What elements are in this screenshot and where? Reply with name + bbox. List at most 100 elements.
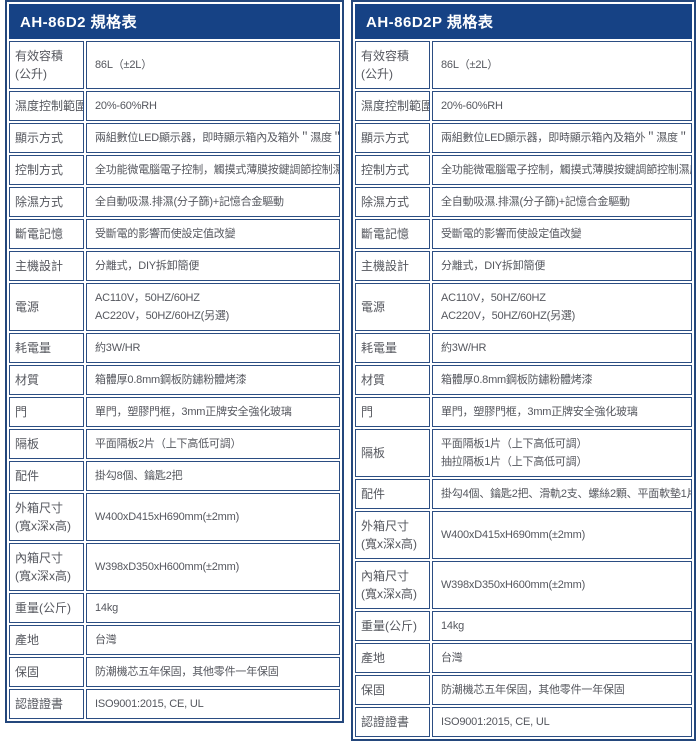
spec-label-line: 門 <box>361 405 374 419</box>
spec-value-line: 箱體厚0.8mm鋼板防鏽粉體烤漆 <box>95 374 247 386</box>
spec-table-ah-86d2p: AH-86D2P 規格表 有效容積 (公升) 86L（±2L） 濕度控制範圍 20%-6… <box>351 0 696 741</box>
spec-value-line: 平面隔板1片（上下高低可調） <box>441 438 588 450</box>
spec-label: 隔板 <box>9 429 84 459</box>
spec-label-line: 濕度控制範圍 <box>361 99 430 113</box>
spec-value-line: 全自動吸濕.排濕(分子篩)+記憶合金驅動 <box>441 196 630 208</box>
spec-label-line: 有效容積 <box>361 49 410 63</box>
spec-label-line: 配件 <box>15 469 40 483</box>
spec-label: 產地 <box>9 625 84 655</box>
spec-label-line: 認證證書 <box>15 697 64 711</box>
spec-label-line: (公升) <box>361 67 393 81</box>
spec-value-line: 兩組數位LED顯示器，即時顯示箱內及箱外＂濕度＂ <box>95 132 340 144</box>
spec-value-line: ISO9001:2015, CE, UL <box>95 698 204 710</box>
table-row: 控制方式 全功能微電腦電子控制，觸摸式薄膜按鍵調節控制濕度 <box>9 155 340 185</box>
spec-value: 防潮機芯五年保固，其他零件一年保固 <box>432 675 692 705</box>
spec-value: 掛勾4個、鑰匙2把、滑軌2支、螺絲2顆、平面軟墊1片 <box>432 479 692 509</box>
spec-label: 顯示方式 <box>355 123 430 153</box>
spec-value: 14kg <box>86 593 340 623</box>
spec-table-ah-86d2: AH-86D2 規格表 有效容積 (公升) 86L（±2L） 濕度控制範圍 20%-60… <box>5 0 344 723</box>
table-row: 斷電記憶 受斷電的影響而使設定值改變 <box>9 219 340 249</box>
spec-value-line: AC220V，50HZ/60HZ(另選) <box>95 310 230 322</box>
spec-value-line: 86L（±2L） <box>95 59 153 71</box>
table-row: 材質 箱體厚0.8mm鋼板防鏽粉體烤漆 <box>9 365 340 395</box>
spec-label-line: (寬x深x高) <box>361 587 417 601</box>
spec-label: 外箱尺寸 (寬x深x高) <box>9 493 84 541</box>
spec-label-line: 斷電記憶 <box>15 227 64 241</box>
spec-label-line: 主機設計 <box>361 259 410 273</box>
spec-value-line: AC110V，50HZ/60HZ <box>441 292 546 304</box>
table-row: 材質 箱體厚0.8mm鋼板防鏽粉體烤漆 <box>355 365 692 395</box>
spec-value: 平面隔板2片（上下高低可調） <box>86 429 340 459</box>
table-title: AH-86D2P 規格表 <box>355 4 692 39</box>
spec-value: 掛勾8個、鑰匙2把 <box>86 461 340 491</box>
spec-value-line: 掛勾8個、鑰匙2把 <box>95 470 183 482</box>
spec-value-line: 掛勾4個、鑰匙2把、滑軌2支、螺絲2顆、平面軟墊1片 <box>441 488 692 500</box>
table-row: 保固 防潮機芯五年保固，其他零件一年保固 <box>9 657 340 687</box>
table-row: 產地 台灣 <box>9 625 340 655</box>
spec-label: 外箱尺寸 (寬x深x高) <box>355 511 430 559</box>
spec-value-line: 全功能微電腦電子控制，觸摸式薄膜按鍵調節控制濕度 <box>95 164 340 176</box>
spec-label-line: (公升) <box>15 67 47 81</box>
spec-value: 兩組數位LED顯示器，即時顯示箱內及箱外＂濕度＂ <box>86 123 340 153</box>
spec-value: 箱體厚0.8mm鋼板防鏽粉體烤漆 <box>432 365 692 395</box>
spec-label-line: 電源 <box>361 300 386 314</box>
spec-value: 分離式，DIY拆卸簡便 <box>86 251 340 281</box>
spec-value-line: 20%-60%RH <box>441 100 503 112</box>
spec-value-line: 單門，塑膠門框，3mm正牌安全強化玻璃 <box>95 406 292 418</box>
table-row: 重量(公斤) 14kg <box>355 611 692 641</box>
table-row: 主機設計 分離式，DIY拆卸簡便 <box>9 251 340 281</box>
spec-value: 台灣 <box>86 625 340 655</box>
table-row: 主機設計 分離式，DIY拆卸簡便 <box>355 251 692 281</box>
spec-value-line: AC220V，50HZ/60HZ(另選) <box>441 310 576 322</box>
spec-value: 防潮機芯五年保固，其他零件一年保固 <box>86 657 340 687</box>
table-row: 內箱尺寸 (寬x深x高) W398xD350xH600mm(±2mm) <box>9 543 340 591</box>
table-row: 電源 AC110V，50HZ/60HZ AC220V，50HZ/60HZ(另選) <box>355 283 692 331</box>
table-row: 重量(公斤) 14kg <box>9 593 340 623</box>
spec-label-line: 電源 <box>15 300 40 314</box>
table-row: 有效容積 (公升) 86L（±2L） <box>355 41 692 89</box>
spec-value-line: 分離式，DIY拆卸簡便 <box>441 260 546 272</box>
spec-value-line: 14kg <box>441 620 465 632</box>
spec-value-line: 受斷電的影響而使設定值改變 <box>95 228 236 240</box>
spec-label: 門 <box>355 397 430 427</box>
spec-value-line: 86L（±2L） <box>441 59 499 71</box>
spec-value: 單門，塑膠門框，3mm正牌安全強化玻璃 <box>432 397 692 427</box>
spec-label: 配件 <box>9 461 84 491</box>
table-row: 認證證書 ISO9001:2015, CE, UL <box>355 707 692 737</box>
spec-value-line: 兩組數位LED顯示器，即時顯示箱內及箱外＂濕度＂ <box>441 132 689 144</box>
spec-value-line: 分離式，DIY拆卸簡便 <box>95 260 200 272</box>
spec-value-line: W400xD415xH690mm(±2mm) <box>95 511 240 523</box>
table-row: 電源 AC110V，50HZ/60HZ AC220V，50HZ/60HZ(另選) <box>9 283 340 331</box>
spec-label-line: 外箱尺寸 <box>361 519 410 533</box>
spec-value: 箱體厚0.8mm鋼板防鏽粉體烤漆 <box>86 365 340 395</box>
spec-value-line: 台灣 <box>95 634 117 646</box>
spec-label: 重量(公斤) <box>9 593 84 623</box>
spec-label: 門 <box>9 397 84 427</box>
spec-label: 主機設計 <box>355 251 430 281</box>
spec-value-line: 全功能微電腦電子控制，觸摸式薄膜按鍵調節控制濕度 <box>441 164 692 176</box>
spec-value: 全自動吸濕.排濕(分子篩)+記憶合金驅動 <box>86 187 340 217</box>
spec-label-line: 顯示方式 <box>361 131 410 145</box>
spec-label-line: 除濕方式 <box>15 195 64 209</box>
spec-label: 斷電記憶 <box>9 219 84 249</box>
spec-value: 平面隔板1片（上下高低可調） 抽拉隔板1片（上下高低可調） <box>432 429 692 477</box>
table-row: 控制方式 全功能微電腦電子控制，觸摸式薄膜按鍵調節控制濕度 <box>355 155 692 185</box>
table-row: 除濕方式 全自動吸濕.排濕(分子篩)+記憶合金驅動 <box>355 187 692 217</box>
spec-label-line: 顯示方式 <box>15 131 64 145</box>
spec-value: 20%-60%RH <box>86 91 340 121</box>
table-row: 配件 掛勾4個、鑰匙2把、滑軌2支、螺絲2顆、平面軟墊1片 <box>355 479 692 509</box>
table-row: 認證證書 ISO9001:2015, CE, UL <box>9 689 340 719</box>
spec-label-line: 隔板 <box>15 437 40 451</box>
spec-value-line: 受斷電的影響而使設定值改變 <box>441 228 582 240</box>
spec-label-line: 產地 <box>361 651 386 665</box>
spec-label-line: 重量(公斤) <box>15 601 71 615</box>
spec-value-line: W400xD415xH690mm(±2mm) <box>441 529 586 541</box>
spec-label: 材質 <box>9 365 84 395</box>
spec-value-line: 約3W/HR <box>441 342 487 354</box>
spec-label-line: 有效容積 <box>15 49 64 63</box>
spec-value: 台灣 <box>432 643 692 673</box>
spec-label-line: 除濕方式 <box>361 195 410 209</box>
spec-value: 全功能微電腦電子控制，觸摸式薄膜按鍵調節控制濕度 <box>86 155 340 185</box>
spec-label: 控制方式 <box>9 155 84 185</box>
spec-label-line: 耗電量 <box>361 341 398 355</box>
